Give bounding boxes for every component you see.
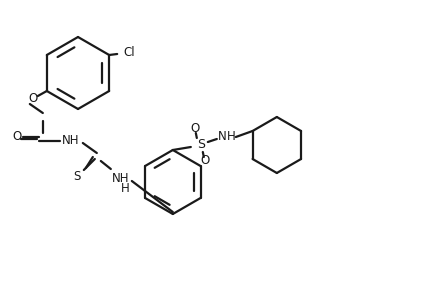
Text: S: S: [197, 138, 205, 151]
Text: H: H: [227, 130, 235, 143]
Text: O: O: [200, 155, 209, 168]
Text: NH: NH: [62, 134, 80, 147]
Text: O: O: [190, 123, 200, 136]
Text: Cl: Cl: [123, 46, 135, 59]
Text: O: O: [28, 93, 38, 106]
Text: H: H: [120, 181, 129, 194]
Text: S: S: [73, 170, 81, 183]
Text: NH: NH: [112, 173, 130, 185]
Text: N: N: [217, 130, 226, 143]
Text: O: O: [12, 130, 22, 143]
